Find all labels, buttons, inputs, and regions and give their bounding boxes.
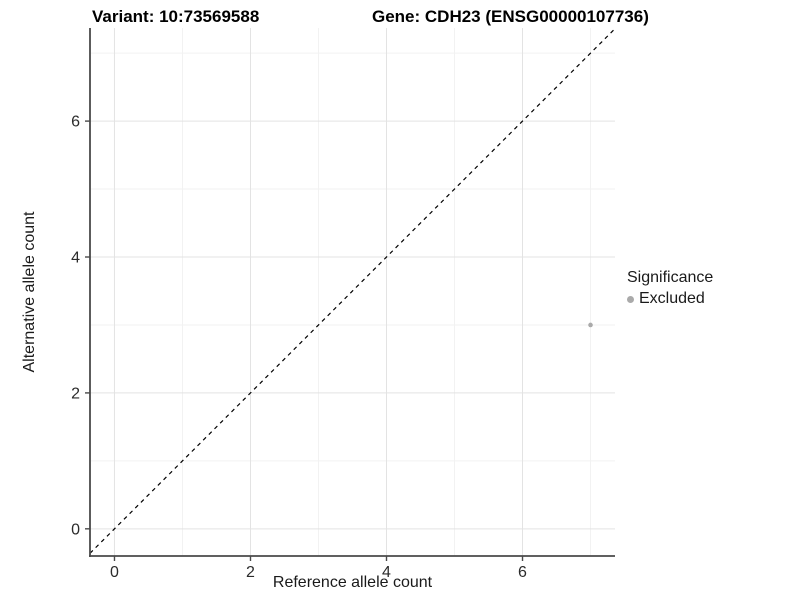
legend-item: Excluded: [627, 290, 713, 308]
y-axis-title: Alternative allele count: [21, 211, 38, 373]
x-tick-label: 6: [518, 564, 527, 581]
x-tick-label: 0: [110, 564, 119, 581]
y-tick-label: 0: [71, 521, 80, 538]
legend-item-label: Excluded: [639, 290, 705, 307]
gene-title: Gene: CDH23 (ENSG00000107736): [372, 7, 649, 26]
x-tick-label: 2: [246, 564, 255, 581]
x-tick-label: 4: [382, 564, 391, 581]
legend: Significance Excluded: [627, 269, 713, 308]
x-axis-title: Reference allele count: [272, 574, 433, 591]
legend-point-swatch: [627, 295, 634, 303]
variant-title: Variant: 10:73569588: [92, 7, 260, 26]
legend-title: Significance: [627, 269, 714, 286]
y-tick-label: 4: [71, 250, 80, 267]
data-point: [588, 322, 593, 328]
identity-line: [89, 28, 616, 554]
y-tick-label: 2: [71, 385, 80, 402]
y-tick-label: 6: [71, 114, 80, 131]
